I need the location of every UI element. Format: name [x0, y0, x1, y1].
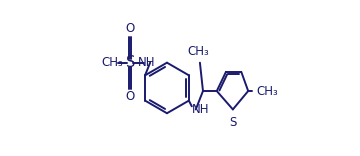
Text: NH: NH: [138, 56, 156, 69]
Text: O: O: [126, 90, 135, 103]
Text: CH₃: CH₃: [188, 45, 209, 58]
Text: NH: NH: [192, 103, 209, 116]
Text: O: O: [126, 22, 135, 35]
Text: S: S: [126, 55, 135, 70]
Text: CH₃: CH₃: [256, 85, 278, 98]
Text: S: S: [229, 116, 237, 129]
Text: CH₃: CH₃: [102, 56, 123, 69]
